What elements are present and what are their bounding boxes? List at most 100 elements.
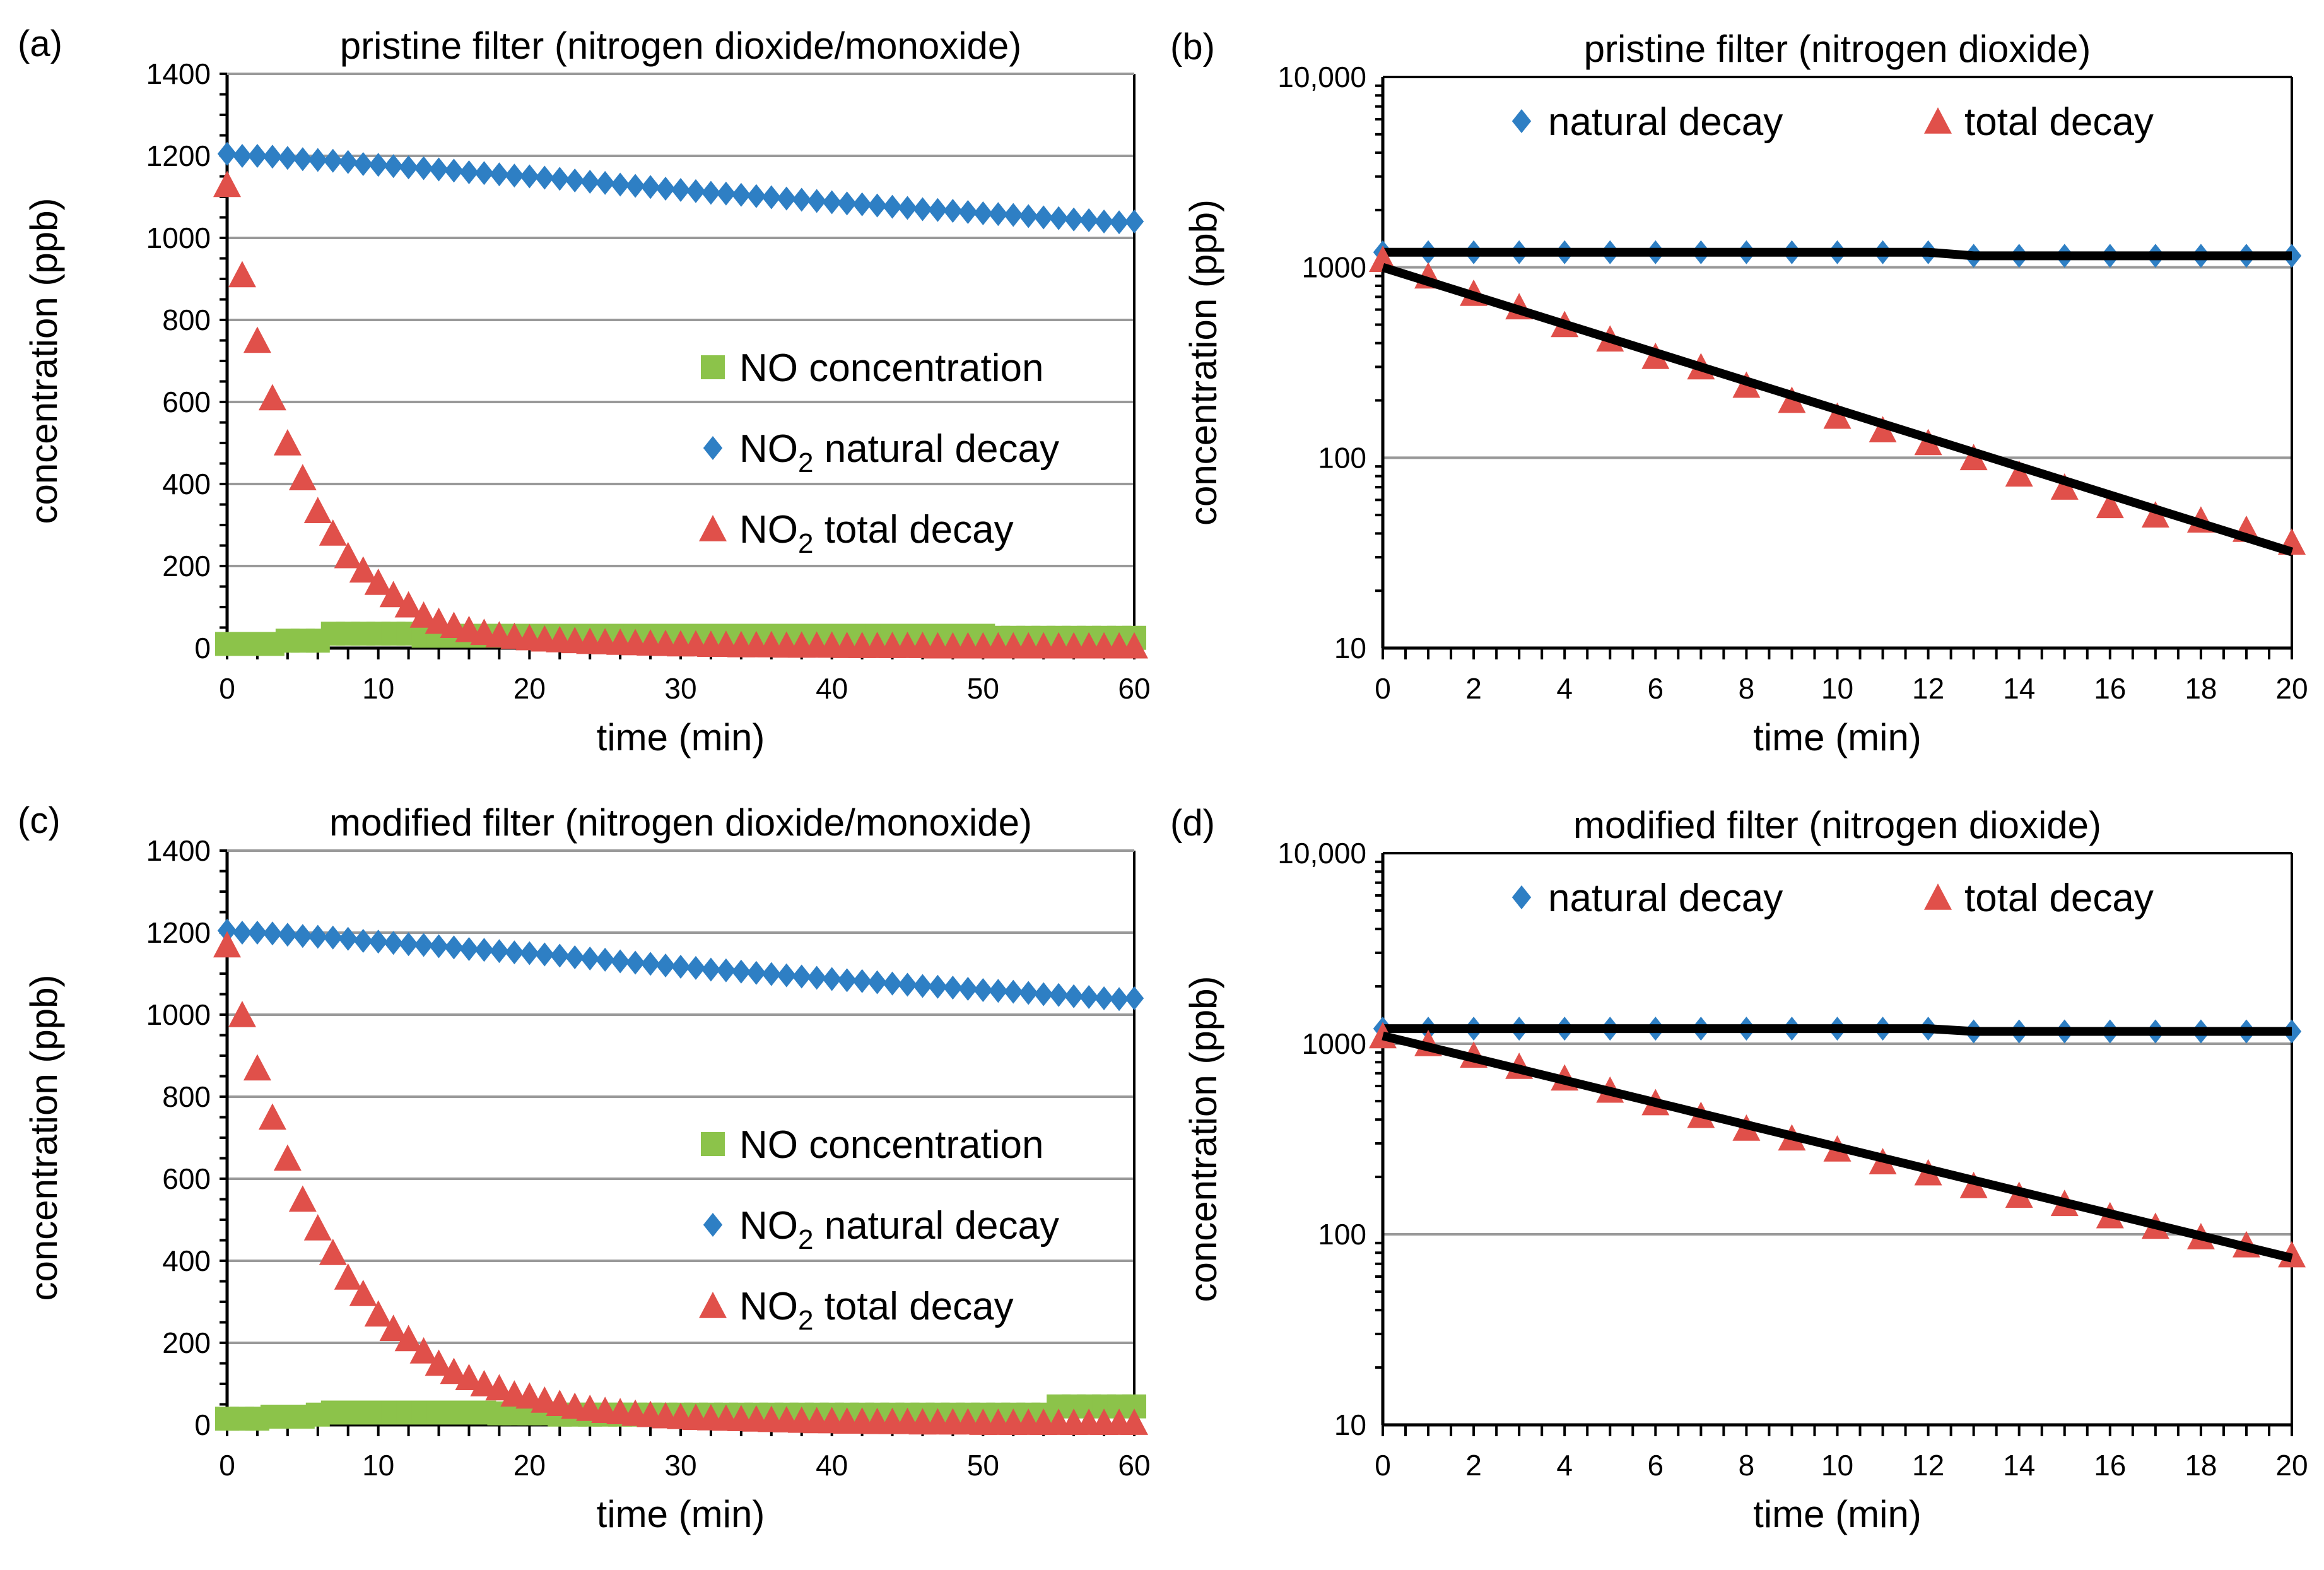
diamond-point	[898, 972, 917, 997]
diamond-point	[1034, 205, 1053, 230]
fit-line	[1381, 263, 2294, 557]
triangle-point	[1120, 1408, 1148, 1435]
triangle-point	[273, 429, 302, 456]
y-tick-label: 100	[1318, 441, 1366, 474]
legend-triangle-icon	[1924, 883, 1952, 910]
panel-label: (b)	[1170, 27, 1215, 68]
x-tick-label: 18	[2185, 672, 2217, 705]
y-tick-label: 800	[162, 304, 211, 336]
legend-label-natural: NO2 natural decay	[739, 1204, 1059, 1255]
diamond-point	[686, 955, 706, 980]
triangle-point	[334, 1263, 362, 1290]
legend-label-natural: natural decay	[1548, 100, 1783, 144]
diamond-point	[883, 971, 902, 996]
x-tick-label: 20	[514, 672, 546, 705]
triangle-point	[288, 464, 317, 491]
x-tick-label: 18	[2185, 1449, 2217, 1482]
x-tick-label: 2	[1465, 1449, 1482, 1482]
triangle-point	[1120, 632, 1148, 659]
diamond-point	[792, 187, 811, 212]
panel-label: (a)	[18, 23, 62, 64]
x-tick-label: 0	[219, 672, 235, 705]
triangle-point	[2096, 492, 2124, 519]
legend-label-subscript: 2	[798, 528, 813, 559]
diamond-point	[1048, 983, 1069, 1007]
series-total	[213, 931, 1148, 1435]
triangle-point	[1959, 1171, 1988, 1198]
triangle-point	[394, 1325, 423, 1352]
diamond-point	[1079, 985, 1099, 1010]
legend-label-rest: total decay	[813, 508, 1013, 552]
x-tick-label: 2	[1465, 672, 1482, 705]
diamond-point	[535, 165, 555, 190]
x-tick-label: 8	[1739, 1449, 1755, 1482]
triangle-point	[258, 384, 286, 411]
diamond-point	[686, 179, 706, 203]
diamond-point	[217, 141, 237, 166]
diamond-point	[580, 169, 600, 194]
triangle-point	[440, 1357, 468, 1384]
diamond-point	[807, 965, 826, 990]
legend-triangle-icon	[1924, 107, 1952, 134]
x-tick-label: 0	[219, 1449, 235, 1482]
triangle-point	[319, 519, 347, 546]
triangle-point	[319, 1239, 347, 1265]
legend-label-main: NO	[739, 508, 798, 552]
diamond-point	[610, 172, 630, 197]
diamond-point	[505, 163, 524, 188]
x-tick-label: 14	[2003, 672, 2035, 705]
series-natural	[217, 918, 1144, 1012]
diamond-point	[867, 970, 887, 995]
y-tick-label: 1400	[146, 834, 211, 867]
legend-label-main: natural decay	[1548, 100, 1783, 144]
x-tick-label: 0	[1375, 672, 1391, 705]
triangle-point	[409, 1337, 438, 1364]
y-tick-label: 1000	[1302, 1027, 1366, 1060]
x-tick-label: 10	[1821, 672, 1853, 705]
series-natural	[1373, 240, 2302, 268]
diamond-point	[232, 921, 252, 945]
y-tick-label: 10	[1334, 632, 1366, 664]
diamond-point	[655, 953, 676, 977]
x-tick-label: 20	[514, 1449, 546, 1482]
diamond-point	[338, 926, 358, 951]
series-total	[213, 170, 1148, 659]
diamond-point	[822, 967, 842, 991]
legend-label-main: natural decay	[1548, 876, 1783, 920]
diamond-point	[490, 939, 509, 964]
diamond-point	[913, 974, 932, 998]
diamond-point	[262, 145, 283, 169]
diamond-point	[1124, 986, 1144, 1010]
chart-panel-c: 0 200 400 600 800 1000 1200 1400 0 10 20 30 40 50 60 ti…	[18, 800, 1151, 1535]
diamond-point	[716, 958, 736, 983]
panel-label: (d)	[1170, 803, 1215, 844]
diamond-point	[368, 930, 388, 954]
diamond-point	[928, 974, 948, 999]
diamond-point	[580, 946, 600, 971]
diamond-point	[973, 201, 993, 225]
diamond-point	[989, 202, 1008, 227]
diamond-point	[1079, 208, 1099, 233]
legend-label-total: total decay	[1964, 100, 2154, 144]
diamond-point	[1094, 210, 1114, 233]
x-axis-label: time (min)	[597, 1493, 765, 1535]
x-tick-label: 4	[1556, 672, 1573, 705]
diamond-point	[640, 175, 660, 199]
triangle-point	[1869, 416, 1897, 443]
diamond-point	[883, 194, 902, 219]
diamond-point	[1034, 982, 1053, 1006]
legend-triangle-icon	[699, 515, 727, 541]
triangle-point	[364, 1300, 392, 1327]
triangle-point	[303, 497, 332, 524]
legend-label-rest: total decay	[813, 1285, 1013, 1328]
x-axis-label: time (min)	[1753, 716, 1922, 758]
y-axis-label: concentration (ppb)	[1182, 976, 1224, 1302]
x-tick-label: 14	[2003, 1449, 2035, 1482]
diamond-point	[1094, 986, 1114, 1010]
diamond-point	[247, 921, 267, 945]
triangle-point	[213, 931, 241, 958]
diamond-point	[943, 199, 963, 223]
legend-label-total: total decay	[1964, 876, 2154, 920]
